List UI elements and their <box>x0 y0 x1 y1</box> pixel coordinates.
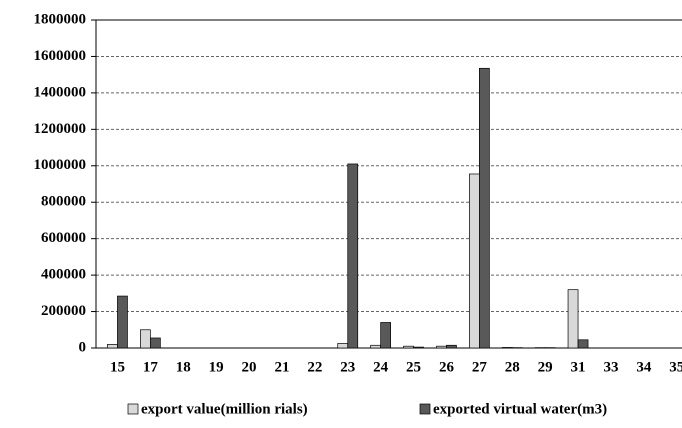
bar <box>107 344 118 349</box>
x-tick-label: 17 <box>143 359 159 375</box>
x-tick-label: 24 <box>373 359 389 375</box>
legend-swatch <box>127 403 139 415</box>
y-tick-label: 200000 <box>41 303 86 319</box>
x-tick-label: 33 <box>603 359 618 375</box>
x-tick-label: 29 <box>538 359 553 375</box>
y-tick-label: 1200000 <box>34 121 87 137</box>
x-tick-label: 34 <box>636 359 652 375</box>
bar <box>469 173 480 349</box>
bar <box>140 329 151 349</box>
y-tick-label: 600000 <box>41 230 86 246</box>
x-tick-label: 18 <box>176 359 191 375</box>
x-tick-label: 31 <box>571 359 586 375</box>
bar <box>577 339 589 349</box>
y-tick-label: 800000 <box>41 194 86 210</box>
legend-label: export value(million rials) <box>141 401 308 417</box>
bar <box>380 322 391 349</box>
x-tick-label: 22 <box>307 359 322 375</box>
y-tick-label: 1800000 <box>34 11 87 27</box>
bar <box>370 344 381 349</box>
y-tick-label: 400000 <box>41 267 86 283</box>
bar <box>347 163 359 349</box>
bar <box>479 67 490 349</box>
bar <box>150 337 161 349</box>
legend-label: exported virtual water(m3) <box>433 401 607 417</box>
x-tick-label: 20 <box>242 359 257 375</box>
x-tick-label: 27 <box>472 359 488 375</box>
y-tick-label: 1400000 <box>34 84 87 100</box>
x-tick-label: 15 <box>110 359 125 375</box>
bar <box>403 345 414 349</box>
x-tick-label: 23 <box>340 359 355 375</box>
x-tick-label: 28 <box>505 359 520 375</box>
x-tick-label: 26 <box>439 359 455 375</box>
bar <box>446 344 457 349</box>
bar <box>567 289 579 349</box>
y-tick-label: 0 <box>79 339 87 355</box>
x-tick-label: 25 <box>406 359 421 375</box>
legend-swatch <box>419 403 431 415</box>
y-tick-label: 1600000 <box>34 48 87 64</box>
bar <box>413 346 424 349</box>
bar <box>117 295 128 349</box>
x-tick-label: 21 <box>274 359 289 375</box>
bar <box>501 347 513 349</box>
x-tick-label: 35 <box>669 359 682 375</box>
y-tick-label: 1000000 <box>34 157 87 173</box>
x-tick-label: 19 <box>209 359 224 375</box>
bar <box>337 343 349 349</box>
bar <box>436 345 447 349</box>
